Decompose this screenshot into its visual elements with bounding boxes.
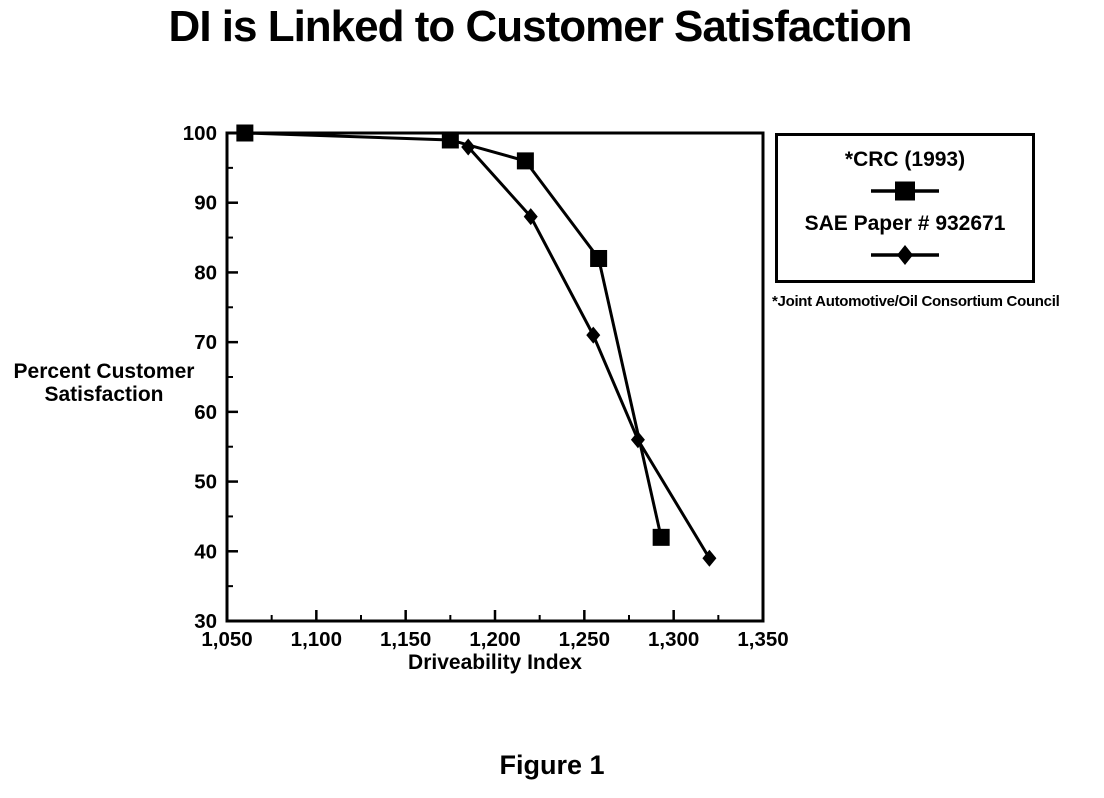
diamond-data-marker: [702, 549, 717, 567]
crc-legend-label: *CRC (1993): [844, 148, 966, 172]
y-tick-label: 100: [183, 122, 217, 145]
y-tick-label: 50: [194, 471, 217, 494]
diamond-data-marker: [630, 431, 645, 449]
x-tick-label: 1,200: [469, 628, 520, 651]
square-data-marker: [652, 528, 670, 546]
x-tick-label: 1,250: [559, 628, 610, 651]
series-line-1: [467, 145, 711, 560]
plot-frame: [225, 131, 765, 623]
diamond-data-marker: [586, 326, 601, 344]
x-tick-label: 1,350: [737, 628, 788, 651]
y-tick-label: 70: [194, 331, 217, 354]
square-data-marker: [236, 124, 254, 142]
y-axis-title-line2: Satisfaction: [44, 382, 164, 406]
square-marker-icon: [871, 181, 939, 201]
x-tick-label: 1,100: [291, 628, 342, 651]
x-tick-label: 1,150: [380, 628, 431, 651]
square-data-marker: [516, 152, 534, 170]
y-tick-label: 90: [194, 192, 217, 215]
diamond-marker-icon: [871, 244, 939, 265]
y-tick-label: 40: [194, 540, 217, 563]
legend-box: *CRC (1993) SAE Paper # 932671: [775, 133, 1035, 283]
y-axis-title-line1: Percent Customer: [13, 360, 195, 383]
diamond-data-marker: [523, 208, 538, 226]
x-tick-label: 1,050: [201, 628, 252, 651]
square-data-marker: [441, 131, 459, 149]
legend-footnote: *Joint Automotive/Oil Consortium Council: [772, 293, 1060, 310]
figure-caption: Figure 1: [499, 750, 605, 780]
chart-title: DI is Linked to Customer Satisfaction: [168, 2, 913, 51]
x-axis-title: Driveability Index: [408, 651, 582, 674]
sae-legend-label: SAE Paper # 932671: [804, 211, 1006, 235]
x-tick-label: 1,300: [648, 628, 699, 651]
y-tick-label: 30: [194, 610, 217, 633]
y-tick-label: 80: [194, 261, 217, 284]
diamond-data-marker: [461, 138, 476, 156]
y-tick-label: 60: [194, 401, 217, 424]
y-axis-title: Percent Customer Satisfaction: [2, 360, 206, 406]
square-data-marker: [590, 249, 608, 267]
